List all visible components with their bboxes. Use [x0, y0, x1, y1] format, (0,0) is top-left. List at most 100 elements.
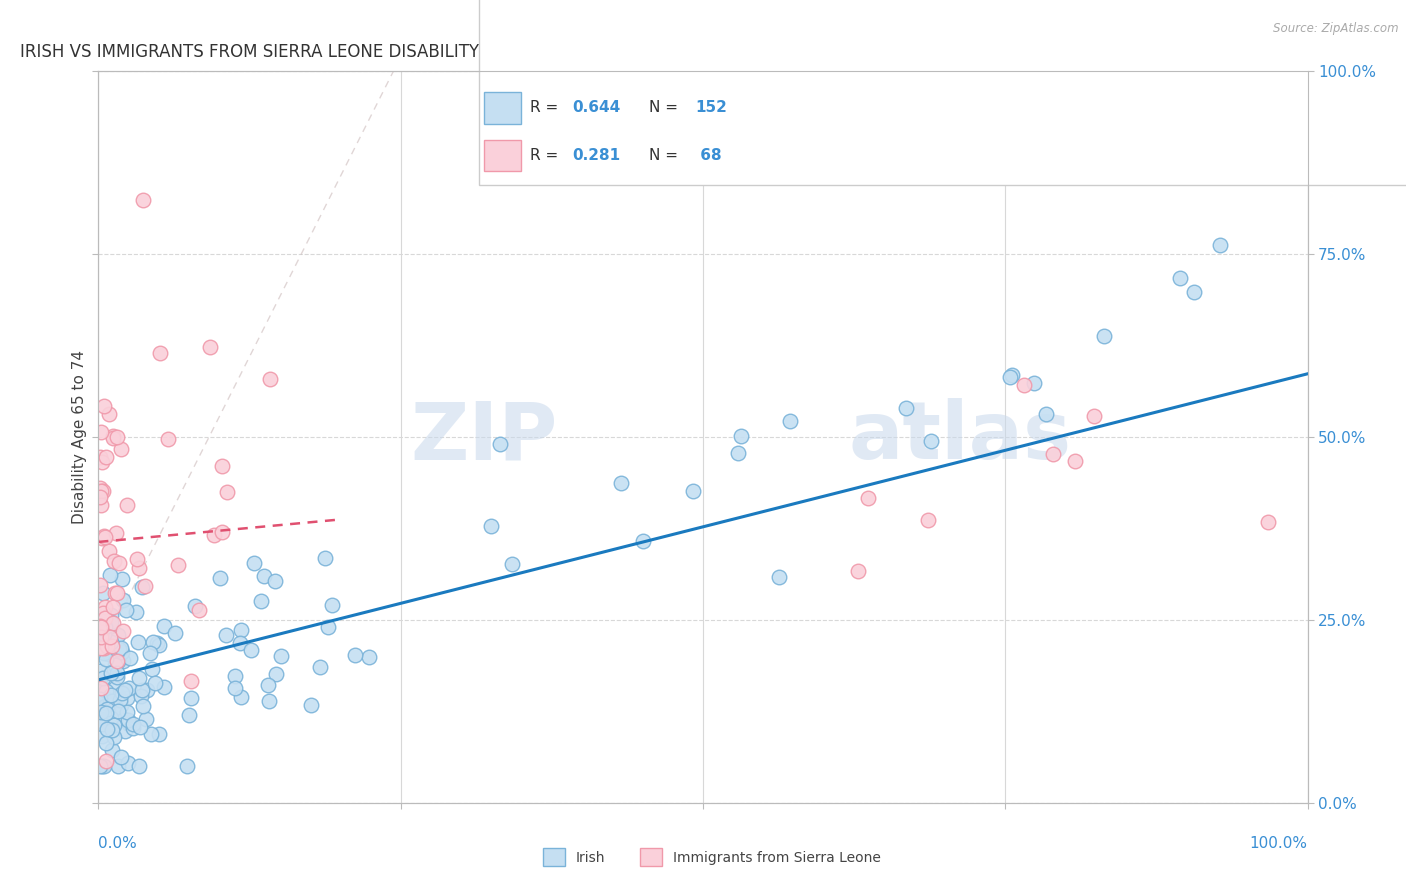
Text: Irish: Irish	[576, 851, 606, 864]
Point	[98, 630, 121, 644]
Point	[104, 681, 127, 695]
Point	[142, 635, 165, 649]
Point	[98, 568, 121, 582]
Point	[105, 430, 128, 444]
Point	[96, 722, 118, 736]
Point	[96, 702, 118, 716]
Point	[105, 525, 128, 540]
Point	[610, 475, 633, 490]
Point	[128, 720, 150, 734]
Point	[188, 603, 211, 617]
Point	[177, 708, 200, 723]
Point	[101, 723, 124, 738]
Point	[308, 660, 330, 674]
Point	[110, 685, 132, 699]
Point	[148, 727, 170, 741]
Point	[141, 727, 163, 741]
Point	[115, 691, 138, 706]
Point	[89, 619, 111, 633]
Point	[131, 683, 153, 698]
Point	[91, 679, 114, 693]
Point	[156, 433, 179, 447]
Point	[100, 689, 122, 703]
Point	[101, 694, 124, 708]
Point	[270, 649, 292, 664]
Point	[132, 699, 155, 714]
Point	[149, 346, 172, 360]
Point	[94, 620, 117, 634]
Point	[90, 455, 112, 469]
Point	[100, 615, 122, 629]
Point	[779, 414, 801, 428]
Point	[90, 709, 112, 723]
Point	[93, 610, 115, 624]
Point	[107, 653, 129, 667]
Point	[94, 690, 117, 705]
Point	[105, 670, 128, 684]
Point	[257, 694, 280, 708]
Point	[896, 401, 918, 415]
Point	[129, 690, 152, 704]
Point	[90, 681, 112, 695]
Point	[1182, 285, 1205, 299]
Point	[107, 628, 129, 642]
Point	[167, 558, 190, 573]
Point	[846, 564, 869, 578]
Point	[202, 527, 225, 541]
Point	[98, 696, 121, 710]
Point	[128, 671, 150, 685]
Point	[229, 636, 252, 650]
Point	[214, 628, 236, 642]
Point	[110, 698, 132, 712]
Point	[89, 707, 111, 722]
Point	[91, 531, 114, 545]
Point	[114, 683, 136, 698]
Point	[108, 641, 131, 656]
Point	[98, 407, 121, 421]
Point	[240, 642, 263, 657]
Point	[125, 551, 148, 566]
Point	[89, 490, 111, 504]
Text: 100.0%: 100.0%	[1250, 836, 1308, 851]
Point	[122, 716, 145, 731]
Point	[97, 648, 120, 662]
Point	[103, 731, 125, 745]
Point	[256, 678, 278, 692]
Point	[114, 723, 136, 738]
Point	[91, 672, 114, 686]
Text: Immigrants from Sierra Leone: Immigrants from Sierra Leone	[673, 851, 880, 864]
Point	[93, 641, 115, 656]
Point	[211, 524, 233, 539]
Point	[148, 638, 170, 652]
Point	[111, 711, 134, 725]
Point	[357, 649, 380, 664]
Point	[93, 599, 115, 614]
Point	[90, 714, 112, 728]
Point	[101, 428, 124, 442]
Point	[768, 570, 790, 584]
Point	[264, 574, 287, 588]
Text: atlas: atlas	[848, 398, 1071, 476]
Point	[1000, 370, 1022, 384]
Point	[163, 626, 186, 640]
Point	[111, 572, 134, 586]
Point	[101, 616, 124, 631]
Point	[91, 609, 114, 624]
Point	[682, 483, 704, 498]
Point	[91, 483, 114, 498]
Point	[91, 729, 114, 743]
Point	[105, 665, 128, 680]
Point	[128, 759, 150, 773]
Point	[131, 580, 153, 594]
Point	[101, 639, 124, 653]
Point	[730, 429, 752, 443]
Point	[1257, 515, 1279, 529]
Point	[180, 691, 202, 706]
FancyBboxPatch shape	[543, 848, 565, 866]
Point	[103, 702, 125, 716]
Point	[90, 483, 112, 498]
Point	[100, 711, 122, 725]
Point	[89, 691, 111, 706]
Point	[98, 544, 121, 558]
Point	[104, 657, 127, 672]
